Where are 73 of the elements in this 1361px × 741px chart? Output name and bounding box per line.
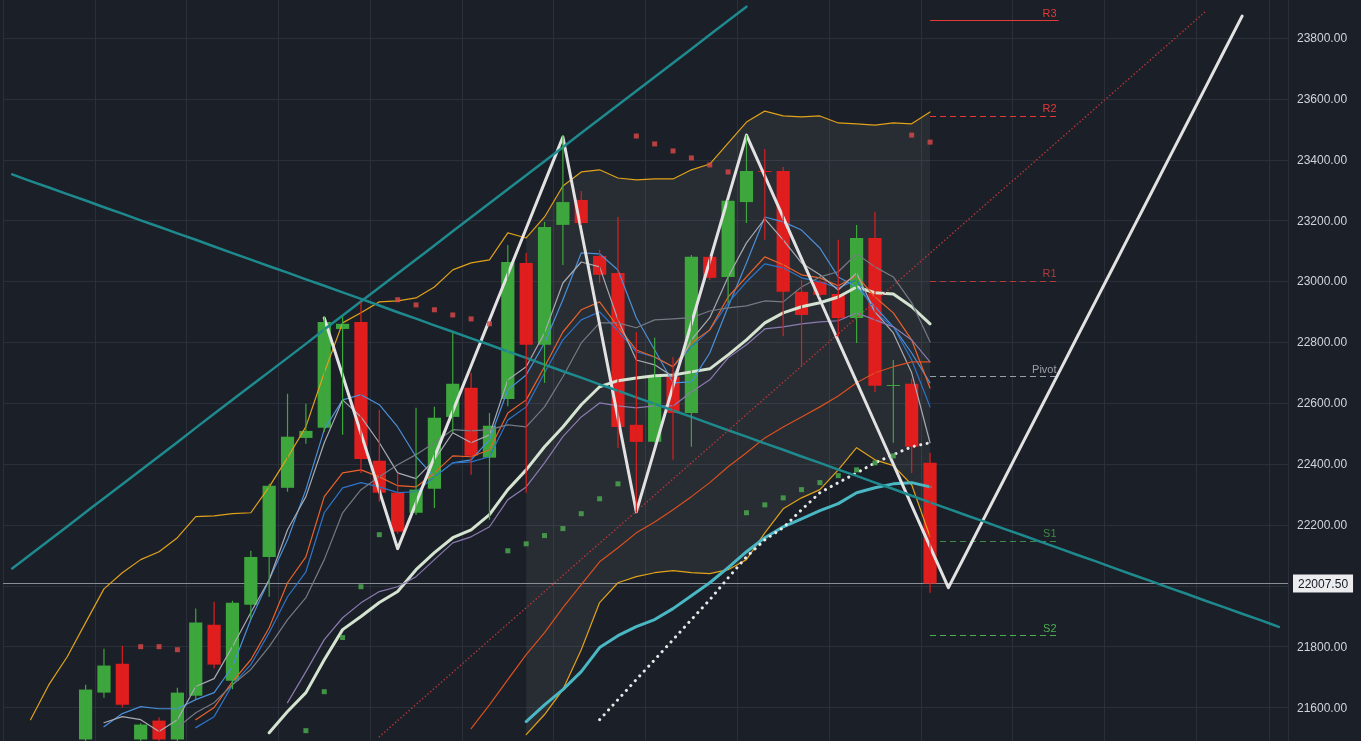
point: [450, 312, 456, 318]
point: [615, 481, 621, 487]
ref-line-label: R2: [1042, 102, 1057, 115]
point: [909, 132, 915, 138]
point: [174, 647, 180, 653]
point: [303, 728, 309, 734]
point: [927, 139, 933, 145]
y-tick-label: 23400.00: [1297, 152, 1348, 167]
point: [376, 532, 382, 538]
point: [138, 644, 144, 650]
ref-line-label: R3: [1042, 6, 1057, 19]
point: [652, 141, 658, 147]
point: [523, 541, 529, 547]
y-tick-label: 22400.00: [1297, 457, 1348, 472]
y-tick-label: 21600.00: [1297, 700, 1348, 715]
candlestick: [207, 601, 221, 670]
y-tick-label: 23200.00: [1297, 213, 1348, 228]
point: [799, 487, 805, 493]
point: [505, 548, 511, 554]
line-series: [29, 110, 931, 721]
ref-line-label: R1: [1042, 267, 1057, 280]
y-tick-label: 21800.00: [1297, 639, 1348, 654]
point: [835, 473, 841, 479]
line-series: [470, 361, 931, 730]
point: [670, 148, 676, 154]
y-tick-label: 23600.00: [1297, 91, 1348, 106]
point: [707, 162, 713, 168]
y-tick-label: 23000.00: [1297, 274, 1348, 289]
point: [762, 502, 768, 508]
candlestick: [739, 134, 754, 224]
candlestick: [556, 134, 570, 266]
point: [633, 133, 639, 139]
point: [413, 302, 419, 308]
ref-line-label: Pivot: [1032, 363, 1057, 376]
candlestick: [97, 648, 111, 699]
point: [542, 533, 548, 539]
point: [890, 453, 896, 459]
point: [597, 496, 603, 502]
point: [156, 644, 162, 650]
point: [468, 316, 474, 322]
point: [395, 297, 401, 303]
point: [578, 511, 584, 517]
point: [854, 467, 860, 473]
point: [431, 307, 437, 313]
ref-line-label: S2: [1043, 622, 1057, 635]
candlestick: [244, 550, 258, 621]
ref-line-label: S1: [1043, 527, 1057, 540]
line-series: [524, 481, 932, 724]
y-tick-label: 22200.00: [1297, 517, 1348, 532]
point: [321, 689, 327, 695]
y-tick-label: 23800.00: [1297, 31, 1348, 46]
point: [743, 510, 749, 516]
ref-line-label: 22007.50: [1298, 576, 1349, 591]
line-series: [286, 312, 931, 704]
point: [486, 321, 492, 327]
y-tick-label: 22600.00: [1297, 396, 1348, 411]
candlestick: [629, 331, 643, 514]
point: [358, 584, 364, 590]
point: [560, 526, 566, 532]
candlestick: [886, 359, 900, 444]
candlestick: [519, 252, 533, 494]
candlestick: [115, 645, 129, 709]
point: [340, 635, 346, 641]
point: [817, 480, 823, 486]
line-series: [525, 447, 931, 736]
point: [872, 460, 878, 466]
line-series: [267, 285, 932, 735]
line-series: [598, 441, 932, 722]
line-series: [378, 10, 1207, 738]
point: [725, 169, 731, 175]
point: [780, 495, 786, 501]
y-tick-label: 22800.00: [1297, 335, 1348, 350]
point: [688, 155, 694, 161]
